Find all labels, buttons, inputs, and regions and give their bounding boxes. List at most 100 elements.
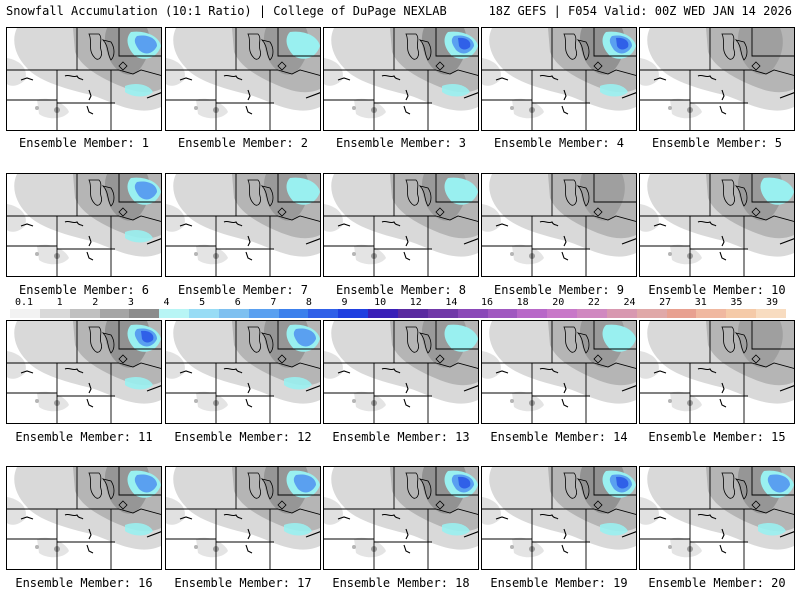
- colorbar-swatch: [547, 309, 578, 318]
- state-boundaries: [166, 467, 320, 569]
- ensemble-member-label: Ensemble Member: 11: [15, 430, 153, 444]
- colorbar-tick-label: 10: [374, 297, 387, 308]
- snow-spot: [35, 545, 39, 549]
- lake-outlines: [88, 33, 128, 71]
- light-snow-patch: [196, 98, 228, 119]
- light-snow-patch: [196, 244, 228, 265]
- light-snow-patch: [640, 497, 659, 525]
- snow-spot: [510, 545, 514, 549]
- snow-max-blue: [767, 474, 790, 493]
- light-snow-patch: [670, 391, 702, 412]
- ensemble-map-panel: [639, 173, 795, 277]
- light-snow-patch: [196, 391, 228, 412]
- river-lines: [495, 220, 636, 261]
- colorbar-swatch: [397, 309, 428, 318]
- state-boundaries: [7, 174, 161, 276]
- snow-spot: [352, 399, 356, 403]
- snow-max-cyan: [125, 377, 153, 390]
- state-boundaries: [482, 28, 636, 130]
- light-snow-patch: [37, 244, 69, 265]
- lake-outlines: [563, 33, 603, 71]
- ensemble-map-panel: [639, 466, 795, 570]
- snow-max-blue: [134, 35, 157, 54]
- light-snow-patch: [482, 497, 501, 525]
- ensemble-member-label: Ensemble Member: 10: [648, 283, 786, 297]
- snow-max-deep-blue: [458, 476, 471, 489]
- colorbar-swatch: [189, 309, 219, 318]
- colorbar-swatch: [577, 309, 607, 318]
- light-snow-patch: [166, 58, 185, 86]
- colorbar-swatch: [129, 309, 160, 318]
- river-lines: [495, 74, 636, 115]
- light-snow-patch: [482, 204, 501, 232]
- snow-max-cyan: [125, 230, 153, 243]
- heavy-snow-core: [579, 174, 625, 221]
- snow-max-cyan: [286, 31, 320, 59]
- ensemble-map-panel: [323, 466, 479, 570]
- colorbar-swatch: [10, 309, 40, 318]
- colorbar-swatch: [159, 309, 190, 318]
- colorbar-tick-label: 4: [163, 297, 170, 308]
- colorbar-swatch: [666, 309, 697, 318]
- colorbar-tick-label: 35: [730, 297, 743, 308]
- ensemble-map-panel: [165, 27, 321, 131]
- state-boundaries: [7, 28, 161, 130]
- light-snow-patch: [670, 244, 702, 265]
- light-snow-patch: [482, 351, 501, 379]
- snow-spot: [668, 545, 672, 549]
- light-snow-patch: [482, 58, 501, 86]
- colorbar-swatch: [278, 309, 309, 318]
- light-snow-patch: [670, 98, 702, 119]
- state-boundaries: [640, 467, 794, 569]
- colorbar-tick-label: 31: [694, 297, 707, 308]
- river-lines: [653, 513, 794, 554]
- light-snow-patch: [37, 391, 69, 412]
- river-lines: [653, 220, 794, 261]
- colorbar-tick-label: 14: [445, 297, 458, 308]
- colorbar-swatch: [696, 309, 727, 318]
- colorbar-tick-label: 27: [659, 297, 672, 308]
- river-lines: [20, 74, 161, 115]
- state-boundaries: [324, 467, 478, 569]
- snow-max-deep-blue: [458, 37, 471, 50]
- colorbar-tick-label: 3: [127, 297, 134, 308]
- ensemble-map-panel: [323, 27, 479, 131]
- snow-max-cyan: [600, 523, 628, 536]
- colorbar-tick-label: 5: [199, 297, 206, 308]
- colorbar-tick-label: 6: [234, 297, 241, 308]
- ensemble-map-panel: [481, 466, 637, 570]
- light-snow-patch: [670, 537, 702, 558]
- ensemble-map-panel: [165, 320, 321, 424]
- colorbar-swatch: [487, 309, 518, 318]
- ensemble-map-panel: [639, 320, 795, 424]
- light-snow-patch: [354, 391, 386, 412]
- ensemble-map-panel: [639, 27, 795, 131]
- lake-outlines: [721, 33, 761, 71]
- ensemble-member-label: Ensemble Member: 18: [332, 576, 470, 590]
- state-boundaries: [324, 28, 478, 130]
- snow-max-cyan: [442, 523, 470, 536]
- light-snow-patch: [512, 391, 544, 412]
- ensemble-map-panel: [6, 466, 162, 570]
- ensemble-member-label: Ensemble Member: 2: [177, 136, 309, 150]
- state-boundaries: [324, 174, 478, 276]
- light-snow-patch: [354, 98, 386, 119]
- light-snow-patch: [324, 204, 343, 232]
- light-snow-patch: [166, 497, 185, 525]
- river-lines: [653, 367, 794, 408]
- state-boundaries: [166, 28, 320, 130]
- light-snow-patch: [324, 58, 343, 86]
- state-boundaries: [166, 321, 320, 423]
- snow-max-cyan: [602, 324, 636, 352]
- state-boundaries: [640, 321, 794, 423]
- chart-title: Snowfall Accumulation (10:1 Ratio) | Col…: [6, 4, 447, 18]
- lake-outlines: [563, 179, 603, 217]
- light-snow-patch: [512, 244, 544, 265]
- snow-spot: [352, 106, 356, 110]
- snow-max-deep-blue: [616, 476, 629, 489]
- lake-outlines: [563, 472, 603, 510]
- ensemble-member-label: Ensemble Member: 13: [332, 430, 470, 444]
- river-lines: [337, 513, 478, 554]
- river-lines: [179, 513, 320, 554]
- river-lines: [337, 367, 478, 408]
